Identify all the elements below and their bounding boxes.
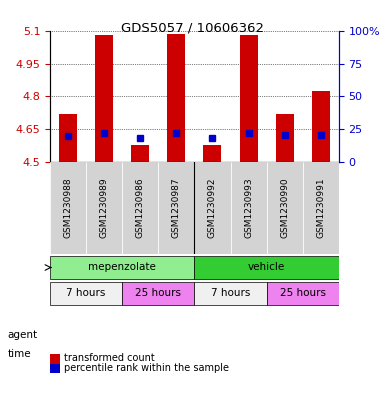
Text: GSM1230991: GSM1230991 [316,178,325,238]
Bar [312,91,330,162]
FancyBboxPatch shape [194,256,339,279]
Text: transformed count: transformed count [64,353,154,364]
Text: GSM1230992: GSM1230992 [208,178,217,238]
Text: 25 hours: 25 hours [136,288,181,298]
Text: percentile rank within the sample: percentile rank within the sample [64,363,229,373]
Text: 7 hours: 7 hours [67,288,106,298]
Text: time: time [8,349,31,360]
Text: GSM1230986: GSM1230986 [136,178,145,238]
Bar [167,34,186,162]
Bar [276,114,294,162]
Bar [131,145,149,162]
FancyBboxPatch shape [158,162,194,255]
FancyBboxPatch shape [86,162,122,255]
Text: 7 hours: 7 hours [211,288,250,298]
FancyBboxPatch shape [266,282,339,305]
Text: GDS5057 / 10606362: GDS5057 / 10606362 [121,22,264,35]
Text: GSM1230988: GSM1230988 [64,178,73,238]
FancyBboxPatch shape [194,162,231,255]
FancyBboxPatch shape [50,162,86,255]
FancyBboxPatch shape [122,162,158,255]
Bar [239,35,258,162]
Text: 25 hours: 25 hours [280,288,326,298]
Text: vehicle: vehicle [248,262,285,272]
Text: mepenzolate: mepenzolate [88,262,156,272]
FancyBboxPatch shape [50,256,194,279]
Text: GSM1230989: GSM1230989 [100,178,109,238]
Bar [59,114,77,162]
Text: agent: agent [8,330,38,340]
Bar [95,35,113,162]
FancyBboxPatch shape [231,162,266,255]
Text: GSM1230993: GSM1230993 [244,178,253,238]
FancyBboxPatch shape [50,282,122,305]
Text: GSM1230990: GSM1230990 [280,178,289,238]
Text: GSM1230987: GSM1230987 [172,178,181,238]
FancyBboxPatch shape [122,282,194,305]
FancyBboxPatch shape [194,282,266,305]
FancyBboxPatch shape [303,162,339,255]
FancyBboxPatch shape [266,162,303,255]
Bar [203,145,221,162]
